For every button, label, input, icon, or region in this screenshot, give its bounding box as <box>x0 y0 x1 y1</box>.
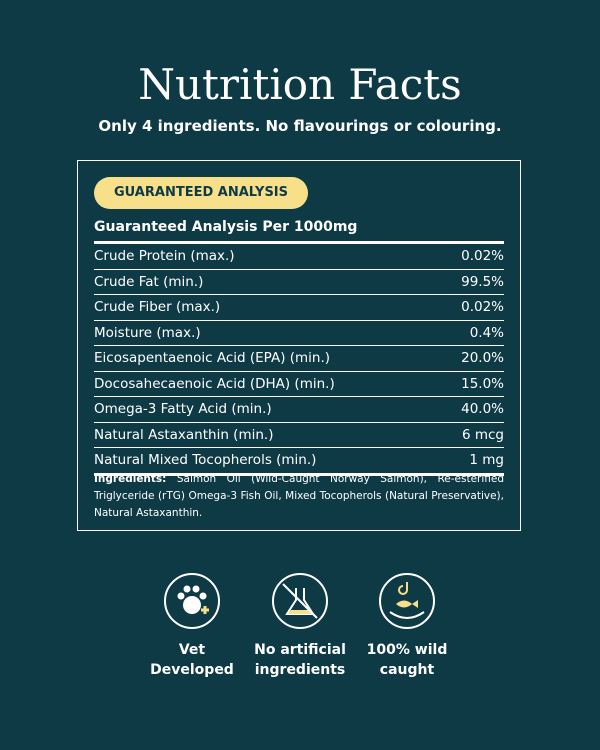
analysis-row: Natural Mixed Tocopherols (min.) 1 mg <box>94 447 504 473</box>
analysis-row: Crude Fiber (max.) 0.02% <box>94 294 504 320</box>
row-value: 0.4% <box>469 324 504 341</box>
row-value: 1 mg <box>469 452 504 468</box>
row-value: 0.02% <box>461 248 504 264</box>
row-label: Crude Fiber (max.) <box>94 299 221 315</box>
analysis-row: Crude Protein (max.) 0.02% <box>94 244 504 269</box>
flask-icon <box>272 573 328 629</box>
row-value: 40.0% <box>461 401 504 417</box>
analysis-row: Eicosapentaenoic Acid (EPA) (min.) 20.0% <box>94 345 504 371</box>
row-value: 15.0% <box>461 375 504 392</box>
row-label: Docosahecaenoic Acid (DHA) (min.) <box>94 375 335 392</box>
analysis-table: Crude Protein (max.) 0.02% Crude Fat (min.… <box>94 241 504 476</box>
feature-label: 100% wild caught <box>347 640 467 680</box>
analysis-panel: GUARANTEED ANALYSIS Guaranteed Analysis … <box>77 160 521 531</box>
feature-line: Developed <box>150 662 234 678</box>
ingredients: Ingredients: Salmon Oil (Wild-Caught Nor… <box>94 471 504 522</box>
analysis-row: Natural Astaxanthin (min.) 6 mcg <box>94 421 504 448</box>
row-value: 20.0% <box>461 350 504 366</box>
row-label: Omega-3 Fatty Acid (min.) <box>94 401 272 417</box>
row-label: Crude Protein (max.) <box>94 248 235 264</box>
row-value: 0.02% <box>461 299 504 315</box>
feature: Vet Developed <box>132 572 252 680</box>
row-label: Moisture (max.) <box>94 324 201 341</box>
row-label: Natural Astaxanthin (min.) <box>94 426 274 443</box>
feature-line: ingredients <box>254 662 346 678</box>
row-label: Natural Mixed Tocopherols (min.) <box>94 452 317 468</box>
row-label: Crude Fat (min.) <box>94 273 204 290</box>
paw-icon <box>164 573 220 629</box>
analysis-row: Moisture (max.) 0.4% <box>94 319 504 346</box>
feature-label: Vet Developed <box>132 640 252 680</box>
feature-line: Vet <box>178 642 206 658</box>
analysis-row: Docosahecaenoic Acid (DHA) (min.) 15.0% <box>94 370 504 397</box>
panel-heading: Guaranteed Analysis Per 1000mg <box>94 219 358 235</box>
subtitle: Only 4 ingredients. No flavourings or co… <box>98 117 502 135</box>
analysis-row: Crude Fat (min.) 99.5% <box>94 268 504 295</box>
feature-label: No artificial ingredients <box>240 640 360 680</box>
analysis-row: Omega-3 Fatty Acid (min.) 40.0% <box>94 396 504 422</box>
row-label: Eicosapentaenoic Acid (EPA) (min.) <box>94 350 331 366</box>
feature-line: No artificial <box>254 642 346 658</box>
feature-line: 100% wild <box>366 642 448 658</box>
feature: No artificial ingredients <box>240 572 360 680</box>
ingredients-label: Ingredients: <box>94 473 167 485</box>
feature-line: caught <box>379 662 435 678</box>
title: Nutrition Facts <box>138 60 462 109</box>
badge: GUARANTEED ANALYSIS <box>94 177 308 209</box>
ingredients-text: Salmon Oil (Wild-Caught Norway Salmon), … <box>94 473 504 519</box>
fish-icon <box>379 573 435 629</box>
row-value: 6 mcg <box>461 426 504 443</box>
feature: 100% wild caught <box>347 572 467 680</box>
row-value: 99.5% <box>461 273 504 290</box>
